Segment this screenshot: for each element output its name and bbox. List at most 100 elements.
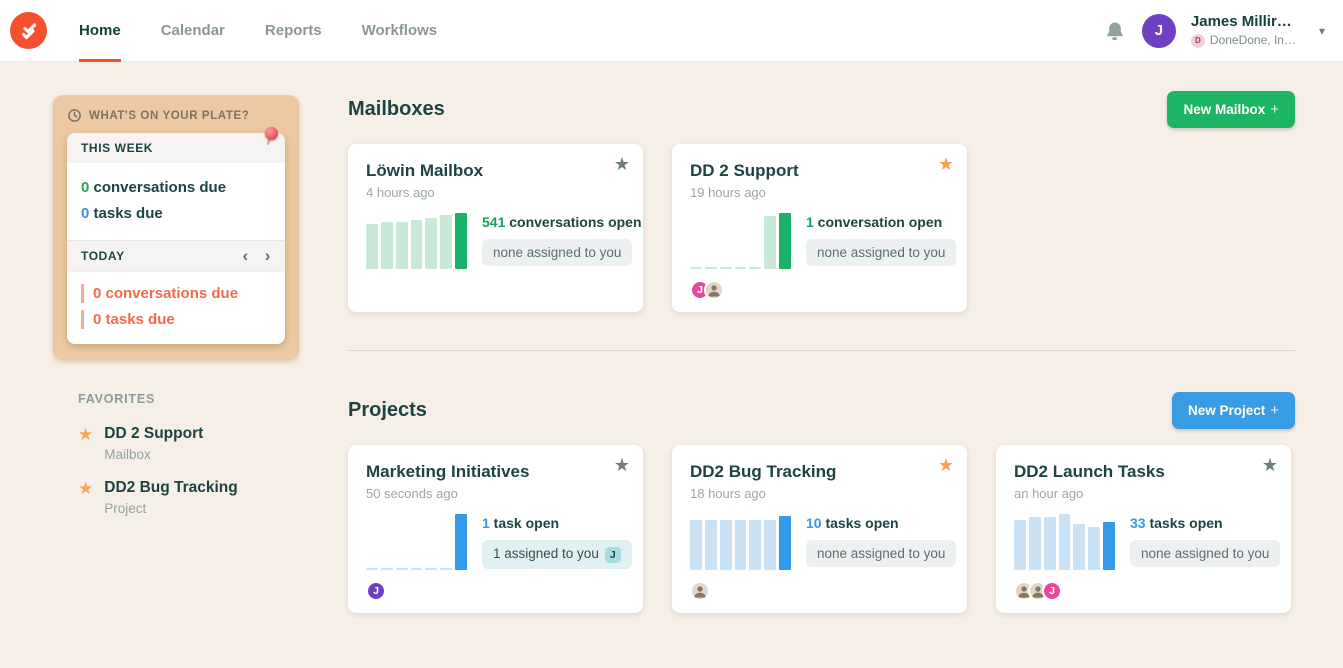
section-mailboxes: Mailboxes New Mailbox + Löwin Mailbox 4 hour…	[348, 90, 1295, 312]
chart-bar	[380, 568, 393, 570]
new-mailbox-button[interactable]: New Mailbox +	[1167, 90, 1295, 128]
card-title: DD2 Bug Tracking	[690, 462, 837, 481]
plus-icon: +	[1270, 401, 1279, 419]
chart-bar	[1043, 517, 1056, 570]
nav-item-reports[interactable]: Reports	[264, 21, 322, 39]
favorite-item-dd2-support[interactable]: ★ DD 2 Support Mailbox	[78, 425, 204, 462]
open-count-stat: 1 conversation open	[806, 214, 943, 230]
card-timestamp: 50 seconds ago	[366, 486, 458, 501]
new-project-button[interactable]: New Project +	[1171, 391, 1295, 429]
activity-bar-chart	[366, 213, 468, 269]
user-menu[interactable]: James Millir… D DoneDone, In…	[1190, 12, 1296, 49]
chart-bar	[690, 520, 702, 570]
member-initial-avatar[interactable]: J	[1042, 581, 1062, 601]
assignee-badge: J	[604, 547, 621, 563]
header-right-cluster: J James Millir… D DoneDone, In… ▾	[1103, 13, 1325, 49]
chart-bar	[779, 516, 792, 570]
notifications-bell-icon[interactable]	[1103, 19, 1127, 43]
chart-bar	[704, 267, 717, 269]
org-name: DoneDone, In…	[1209, 33, 1296, 48]
card-timestamp: 4 hours ago	[366, 185, 435, 200]
member-avatars: J	[690, 280, 724, 300]
chart-bar	[1073, 524, 1086, 570]
plate-title: WHAT'S ON YOUR PLATE?	[89, 109, 250, 122]
member-avatars	[690, 581, 710, 601]
favorite-star-icon[interactable]: ★	[1261, 455, 1278, 475]
today-prev-arrow[interactable]: ‹	[242, 246, 249, 265]
chart-bar	[1088, 527, 1101, 570]
chart-bar	[425, 218, 438, 269]
open-count-value: 1	[482, 515, 490, 531]
chart-bar	[749, 267, 762, 269]
whats-on-your-plate-widget: WHAT'S ON YOUR PLATE? THIS WEEK 0 conver…	[53, 95, 299, 360]
section-projects: Projects New Project + Marketing Initiative…	[348, 391, 1295, 613]
card-title: DD 2 Support	[690, 161, 799, 180]
star-icon: ★	[78, 425, 94, 444]
today-conversations-due[interactable]: 0 conversations due	[81, 284, 271, 303]
favorite-item-dd2-bug-tracking[interactable]: ★ DD2 Bug Tracking Project	[78, 479, 238, 516]
this-week-conversations-due[interactable]: 0 conversations due	[81, 179, 227, 196]
main-content: Mailboxes New Mailbox + Löwin Mailbox 4 hour…	[348, 90, 1295, 613]
open-count-value: 33	[1130, 515, 1146, 531]
assigned-status-pill: none assigned to you	[1130, 540, 1281, 567]
chart-bar	[719, 267, 732, 269]
section-divider	[348, 350, 1295, 351]
open-count-stat: 1 task open	[482, 515, 560, 531]
chart-bar	[779, 213, 792, 269]
chart-bar	[380, 222, 393, 269]
today-header: TODAY ‹ ›	[67, 240, 285, 272]
favorite-star-icon[interactable]: ★	[613, 154, 630, 174]
cards-row-projects: Marketing Initiatives 50 seconds ago 1 tas…	[348, 445, 1295, 613]
section-header-projects: Projects New Project +	[348, 391, 1295, 429]
today-tasks-due[interactable]: 0 tasks due	[81, 310, 271, 329]
assigned-status-pill: 1 assigned to you J	[482, 540, 632, 569]
this-week-tasks-due[interactable]: 0 tasks due	[81, 205, 163, 222]
pushpin-icon	[261, 127, 278, 147]
card-title: Löwin Mailbox	[366, 161, 484, 180]
plus-icon: +	[1270, 100, 1279, 118]
activity-bar-chart	[1014, 514, 1116, 570]
user-avatar[interactable]: J	[1141, 13, 1176, 48]
member-avatars: J	[1014, 581, 1062, 601]
section-header-mailboxes: Mailboxes New Mailbox +	[348, 90, 1295, 128]
chart-bar	[1103, 522, 1116, 570]
card-dd2-launch-tasks[interactable]: DD2 Launch Tasks an hour ago 33 tasks open…	[996, 445, 1291, 613]
member-photo-avatar[interactable]	[704, 280, 724, 300]
activity-bar-chart	[690, 514, 792, 570]
favorite-star-icon[interactable]: ★	[937, 455, 954, 475]
chart-bar	[690, 267, 702, 269]
open-count-stat: 541 conversations open	[482, 214, 642, 230]
user-name: James Millir…	[1190, 12, 1292, 30]
nav-item-workflows[interactable]: Workflows	[361, 21, 438, 39]
cards-row-mailboxes: Löwin Mailbox 4 hours ago 541 conversation…	[348, 144, 1295, 312]
chart-bar	[425, 568, 438, 570]
chart-bar	[734, 267, 747, 269]
assigned-status-pill: none assigned to you	[806, 540, 957, 567]
chart-bar	[366, 568, 378, 570]
favorites-panel: FAVORITES ★ DD 2 Support Mailbox ★ DD2 B…	[78, 392, 303, 533]
org-badge: D	[1190, 33, 1205, 48]
nav-item-home[interactable]: Home	[79, 0, 121, 62]
chart-bar	[455, 213, 468, 269]
card-l-win-mailbox[interactable]: Löwin Mailbox 4 hours ago 541 conversation…	[348, 144, 643, 312]
favorite-star-icon[interactable]: ★	[613, 455, 630, 475]
chevron-down-icon[interactable]: ▾	[1318, 23, 1325, 38]
activity-bar-chart	[690, 213, 792, 269]
nav-item-calendar[interactable]: Calendar	[160, 21, 225, 39]
card-dd2-bug-tracking[interactable]: DD2 Bug Tracking 18 hours ago 10 tasks ope…	[672, 445, 967, 613]
assigned-status-pill: none assigned to you	[482, 239, 633, 266]
member-initial-avatar[interactable]: J	[366, 581, 386, 601]
member-photo-avatar[interactable]	[690, 581, 710, 601]
favorites-label: FAVORITES	[78, 392, 156, 406]
chart-bar	[1014, 520, 1026, 570]
donedone-logo-icon[interactable]	[10, 12, 47, 49]
card-dd-2-support[interactable]: DD 2 Support 19 hours ago 1 conversation o…	[672, 144, 967, 312]
card-timestamp: 19 hours ago	[690, 185, 766, 200]
activity-bar-chart	[366, 514, 468, 570]
favorite-star-icon[interactable]: ★	[937, 154, 954, 174]
card-marketing-initiatives[interactable]: Marketing Initiatives 50 seconds ago 1 tas…	[348, 445, 643, 613]
chart-bar	[749, 520, 762, 570]
chart-bar	[1058, 514, 1071, 570]
today-next-arrow[interactable]: ›	[264, 246, 271, 265]
clock-icon	[68, 109, 81, 122]
